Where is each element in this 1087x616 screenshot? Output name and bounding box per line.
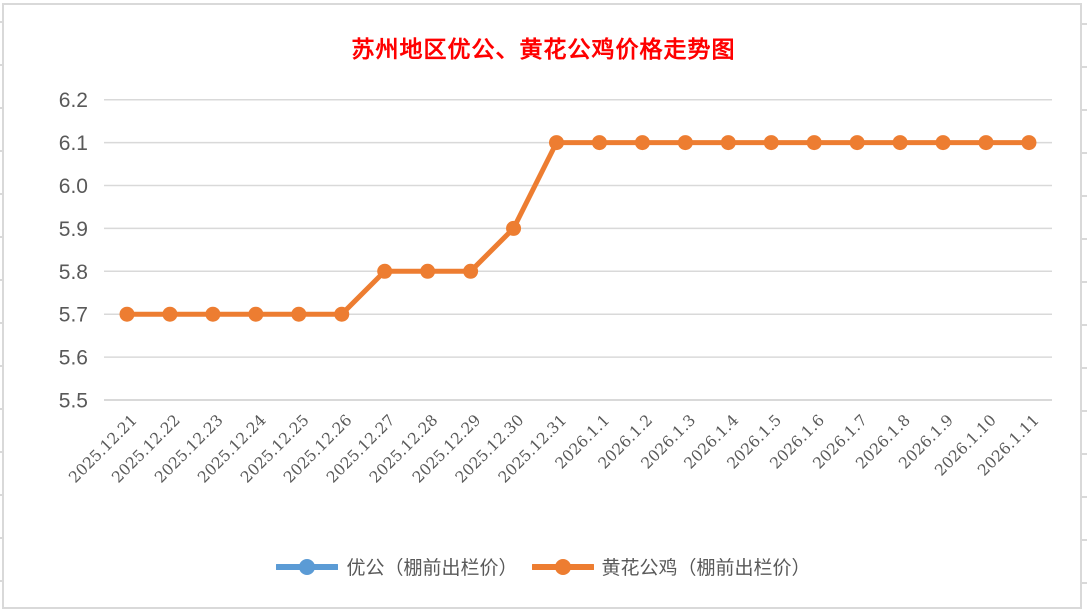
data-point-marker[interactable] — [549, 135, 564, 151]
data-point-marker[interactable] — [463, 263, 479, 279]
y-axis-tick-label: 6.0 — [59, 175, 88, 198]
y-axis-tick-label: 5.7 — [59, 304, 88, 327]
y-axis-tick-label: 5.6 — [59, 347, 88, 370]
chart-object-frame[interactable] — [2, 3, 1082, 609]
data-point-marker[interactable] — [119, 306, 135, 322]
legend-key-line-marker-icon — [276, 558, 339, 575]
chart-title: 苏州地区优公、黄花公鸡价格走势图 — [351, 36, 736, 63]
legend-item-0[interactable]: 优公（棚前出栏价） — [276, 553, 518, 580]
data-point-marker[interactable] — [334, 306, 350, 322]
data-point-marker[interactable] — [806, 135, 822, 151]
data-point-marker[interactable] — [763, 135, 779, 151]
data-point-marker[interactable] — [634, 135, 650, 151]
data-point-marker[interactable] — [892, 135, 908, 151]
data-point-marker[interactable] — [978, 135, 994, 151]
data-point-marker[interactable] — [420, 263, 436, 279]
data-point-marker[interactable] — [591, 135, 607, 151]
data-point-marker[interactable] — [849, 135, 865, 151]
y-axis-tick-label: 5.5 — [59, 390, 88, 413]
y-axis-tick-label: 5.9 — [59, 218, 88, 241]
data-point-marker[interactable] — [935, 135, 951, 151]
legend-key-line-marker-icon — [531, 558, 594, 575]
data-point-marker[interactable] — [162, 306, 178, 322]
series-line-1[interactable] — [124, 140, 1032, 317]
data-point-marker[interactable] — [506, 220, 522, 236]
data-point-marker[interactable] — [205, 306, 221, 322]
y-axis-tick-label: 5.8 — [59, 261, 88, 284]
data-point-marker[interactable] — [291, 306, 307, 322]
data-point-marker[interactable] — [377, 263, 393, 279]
legend-label: 优公（棚前出栏价） — [346, 557, 518, 579]
chart-legend: 优公（棚前出栏价） 黄花公鸡（棚前出栏价） — [0, 553, 1087, 580]
y-axis-tick-label: 6.1 — [59, 132, 88, 155]
data-point-marker[interactable] — [720, 135, 736, 151]
data-point-marker[interactable] — [1021, 135, 1037, 151]
legend-label: 黄花公鸡（棚前出栏价） — [601, 557, 811, 579]
y-axis-tick-label: 6.2 — [59, 89, 88, 112]
data-point-marker[interactable] — [248, 306, 264, 322]
legend-item-1[interactable]: 黄花公鸡（棚前出栏价） — [531, 553, 811, 580]
data-point-marker[interactable] — [677, 135, 693, 151]
worksheet-gridline-stubs-right — [1081, 0, 1087, 616]
